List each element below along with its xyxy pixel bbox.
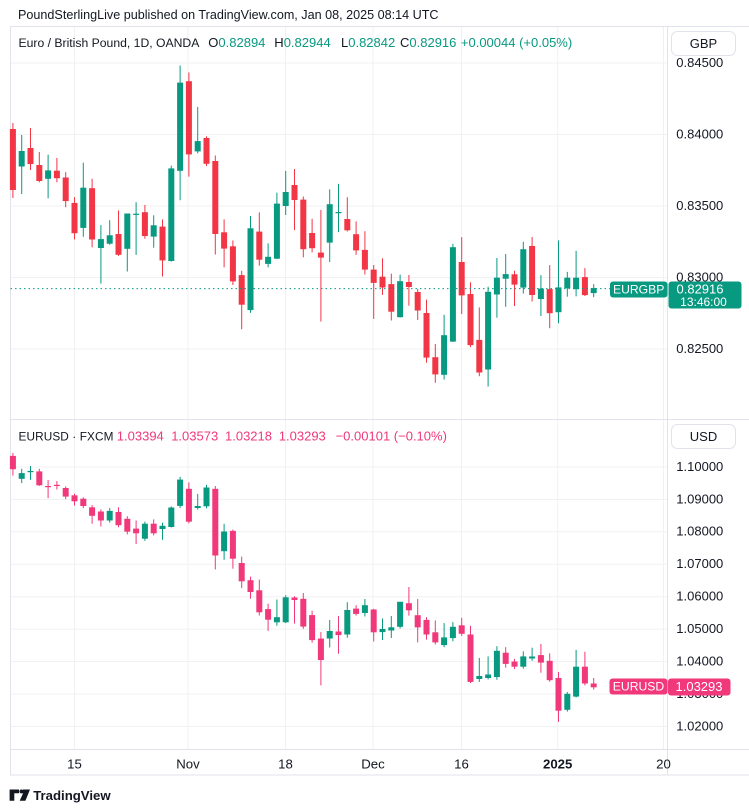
svg-text:PoundSterlingLive published on: PoundSterlingLive published on TradingVi… bbox=[18, 8, 439, 22]
svg-text:1.06000: 1.06000 bbox=[676, 589, 723, 604]
svg-text:Dec: Dec bbox=[361, 756, 385, 771]
svg-text:EURUSD · FXCM: EURUSD · FXCM bbox=[19, 430, 114, 444]
svg-text:EURGBP: EURGBP bbox=[613, 283, 664, 297]
svg-text:−0.00101 (−0.10%): −0.00101 (−0.10%) bbox=[336, 429, 447, 444]
svg-text:1.03218: 1.03218 bbox=[225, 429, 272, 444]
svg-text:13:46:00: 13:46:00 bbox=[680, 295, 727, 309]
svg-text:20: 20 bbox=[656, 756, 671, 771]
svg-text:1.05000: 1.05000 bbox=[676, 621, 723, 636]
svg-text:EURUSD: EURUSD bbox=[613, 680, 665, 694]
svg-text:1.10000: 1.10000 bbox=[676, 459, 723, 474]
svg-text:1.02000: 1.02000 bbox=[676, 718, 723, 733]
svg-text:0.82916: 0.82916 bbox=[677, 282, 724, 297]
svg-text:2025: 2025 bbox=[543, 756, 572, 771]
svg-text:1.09000: 1.09000 bbox=[676, 491, 723, 506]
svg-text:1.03394: 1.03394 bbox=[117, 429, 164, 444]
svg-text:+0.00044 (+0.05%): +0.00044 (+0.05%) bbox=[461, 35, 572, 50]
svg-text:C0.82916: C0.82916 bbox=[400, 35, 456, 50]
svg-text:18: 18 bbox=[278, 756, 293, 771]
svg-text:USD: USD bbox=[690, 429, 717, 444]
svg-text:L0.82842: L0.82842 bbox=[341, 35, 395, 50]
svg-text:H0.82944: H0.82944 bbox=[274, 35, 330, 50]
svg-text:0.84000: 0.84000 bbox=[676, 126, 723, 141]
svg-text:Euro / British Pound, 1D, OAND: Euro / British Pound, 1D, OANDA bbox=[19, 36, 201, 50]
svg-text:0.83000: 0.83000 bbox=[676, 269, 723, 284]
svg-text:Nov: Nov bbox=[176, 756, 200, 771]
svg-text:1.03573: 1.03573 bbox=[171, 429, 218, 444]
svg-text:1.08000: 1.08000 bbox=[676, 524, 723, 539]
svg-text:0.82500: 0.82500 bbox=[676, 341, 723, 356]
svg-text:15: 15 bbox=[67, 756, 82, 771]
svg-text:GBP: GBP bbox=[690, 36, 717, 51]
svg-text:16: 16 bbox=[454, 756, 469, 771]
svg-text:0.83500: 0.83500 bbox=[676, 198, 723, 213]
svg-text:O0.82894: O0.82894 bbox=[208, 35, 265, 50]
svg-text:1.07000: 1.07000 bbox=[676, 556, 723, 571]
svg-text:0.84500: 0.84500 bbox=[676, 55, 723, 70]
svg-text:1.04000: 1.04000 bbox=[676, 653, 723, 668]
svg-text:TradingView: TradingView bbox=[33, 788, 111, 803]
svg-text:1.03293: 1.03293 bbox=[676, 679, 723, 694]
svg-text:1.03293: 1.03293 bbox=[279, 429, 326, 444]
